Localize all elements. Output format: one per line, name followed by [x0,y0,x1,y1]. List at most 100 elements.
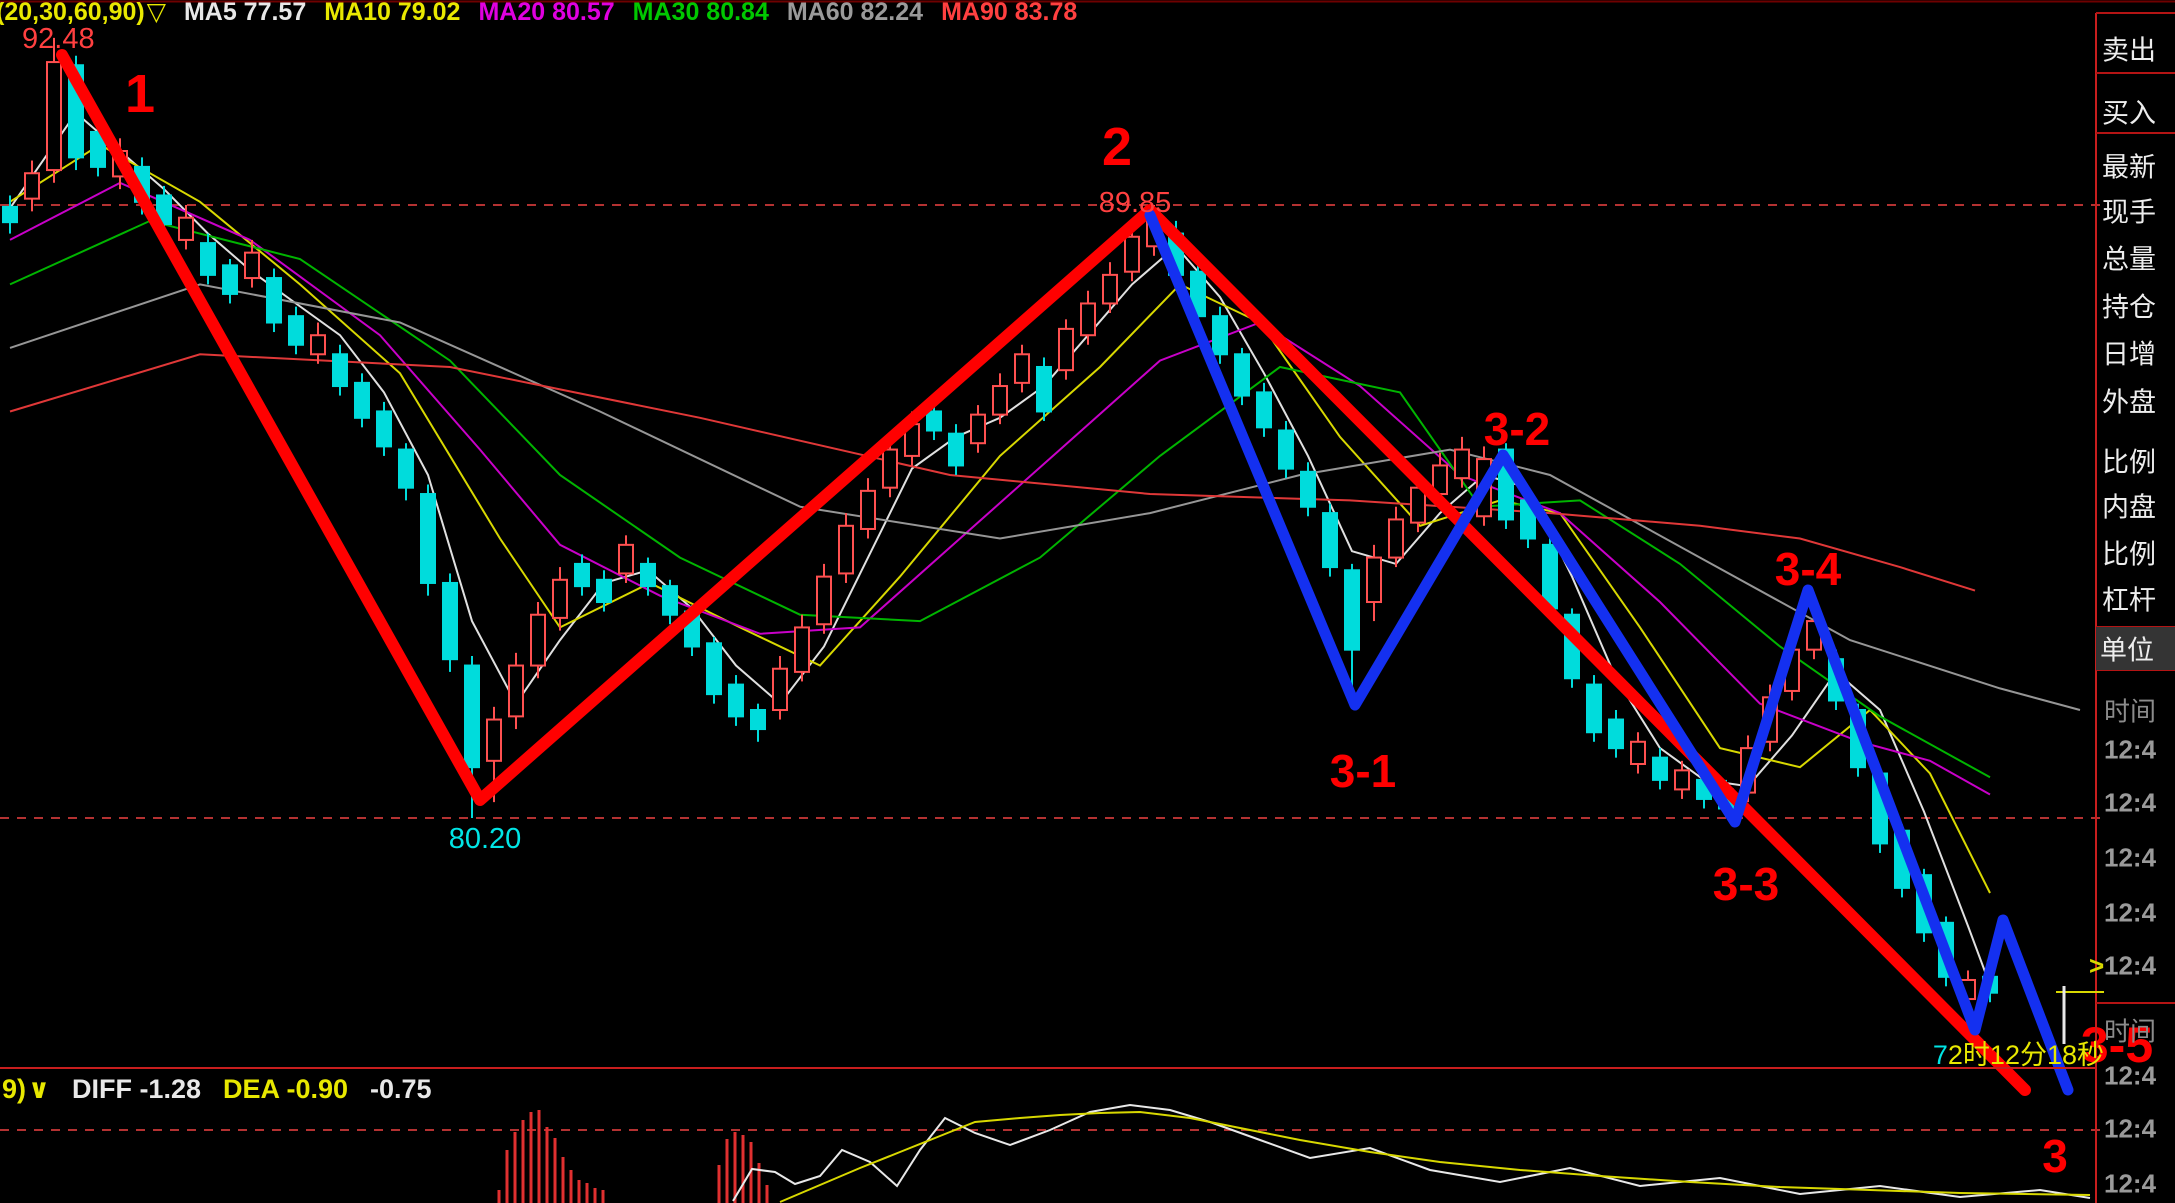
candle-up [552,578,568,619]
candle-down [1234,353,1250,397]
red-wave-line [56,49,2031,1096]
candle-down [464,664,480,769]
candle-up [486,718,502,762]
candle-down [90,130,106,168]
candle-up [244,251,260,280]
candle-down [1608,718,1624,750]
candles [2,37,1998,1009]
wave-label-3-3: 3-3 [1713,858,1779,910]
candle-down [200,242,216,276]
time-row-0-1: 12:4 [2104,787,2157,818]
macd-dif-line [732,1103,2091,1202]
candle-down [1300,470,1316,508]
price-label-80.20: 80.20 [449,823,522,855]
candle-down [1256,391,1272,429]
candle-down [1586,683,1602,734]
candle-down [398,448,414,489]
candle-up [1080,302,1096,337]
blue-wave-line [1144,209,2074,1096]
candle-down [596,578,612,604]
ma-line-ma20 [9,181,1991,796]
candle-down [750,709,766,731]
candle-up [882,448,898,489]
candle-up [1102,273,1118,305]
unit-selected-box[interactable] [2096,627,2175,670]
candle-down [376,410,392,448]
current-row-marker-icon: > [2089,950,2105,981]
countdown-prefix: 7 [1932,1040,1948,1070]
candle-down [156,194,172,226]
candle-up [178,216,194,241]
candle-down [222,264,238,295]
sidebar-item-11: 杠杆 [2102,585,2156,616]
wave-label-3: 3 [2042,1130,2068,1182]
sidebar-item-5: 持仓 [2102,292,2156,323]
time-column-header: 时间 [2104,696,2157,727]
candle-up [530,613,546,667]
ma-value-4: MA60 82.24 [786,0,924,26]
ma-value-1: MA10 79.02 [324,0,461,26]
candle-down [662,585,678,616]
candle-up [970,413,986,445]
candle-up [772,667,788,712]
candle-up [1014,353,1030,384]
candle-down [266,277,282,324]
wave-label-1: 1 [125,64,155,124]
candle-down [948,432,964,467]
candle-up [1388,518,1404,559]
quote-sidebar: 卖出 买入 最新 现手 总量 持仓 日增 外盘 比例 内盘 比例 杠杆 单位 时间 12:4 12:4 12:4… [2089,0,2175,1203]
candle-down [288,315,304,346]
sidebar-item-10: 比例 [2102,539,2156,570]
candle-down [574,562,590,588]
wave-label-3-4: 3-4 [1775,543,1842,595]
candle-down [1278,429,1294,470]
macd-value-0: DIFF -1.28 [71,1074,201,1104]
sidebar-item-9: 内盘 [2102,492,2156,523]
wave-label-2: 2 [1102,117,1132,177]
sidebar-item-3: 现手 [2102,197,2156,228]
ma-line-ma5 [9,111,1991,986]
candle-down [2,205,18,224]
wave-label-3-2: 3-2 [1484,403,1550,455]
candle-up [1366,556,1382,604]
ma-line-ma10 [9,143,1991,894]
candle-up [816,575,832,626]
collapse-triangle-icon[interactable]: ▽ [146,0,166,26]
ma-value-3: MA30 80.84 [632,0,769,26]
ma-value-0: MA5 77.57 [183,0,307,26]
sidebar-item-8: 比例 [2102,447,2156,478]
price-label-89.85: 89.85 [1099,187,1172,219]
wave-label-3-5: 3-5 [2081,1017,2153,1073]
ma-indicator-header: (20,30,60,90)▽ MA5 77.57 MA10 79.02 MA20 80… [0,0,1095,27]
sidebar-item-6: 日增 [2102,339,2156,370]
time-row-0-2: 12:4 [2104,842,2157,873]
candle-down [1212,315,1228,356]
candle-down [332,353,348,388]
candle-up [1630,740,1646,766]
countdown-text: 2时12分18秒 [1947,1040,2104,1070]
candle-up [46,61,62,172]
collapse-chevron-icon[interactable]: ∨ [28,1074,50,1104]
candle-up [1454,448,1470,480]
time-row-0-0: 12:4 [2104,734,2157,765]
candle-up [24,172,40,200]
time-row-1-0: 12:4 [2104,1060,2157,1091]
ma-line-ma90 [9,353,1976,592]
sidebar-item-1[interactable]: 买入 [2102,98,2156,129]
time-row-0-4: 12:4 [2104,950,2157,981]
time-row-1-1: 12:4 [2104,1113,2157,1144]
sidebar-item-0[interactable]: 卖出 [2102,35,2156,66]
candle-up [838,524,854,575]
ma-params-label: (20,30,60,90) [0,0,145,26]
wave-label-3-1: 3-1 [1330,745,1396,797]
candle-up [310,334,326,356]
sidebar-item-unit[interactable]: 单位 [2100,635,2154,666]
candle-down [1344,569,1360,651]
candle-up [860,489,876,530]
macd-dea-line [779,1110,2091,1203]
time-row-1-2: 12:4 [2104,1168,2157,1199]
time-row-0-3: 12:4 [2104,897,2157,928]
candle-down [706,642,722,696]
